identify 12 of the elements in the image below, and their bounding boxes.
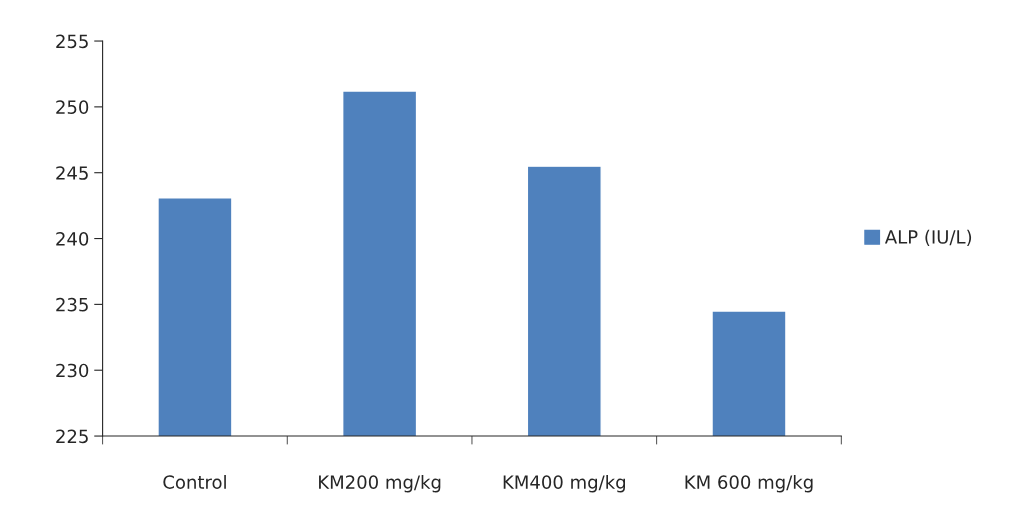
y-tick-label: 255 <box>56 34 88 49</box>
legend-label: ALP (IU/L) <box>884 229 972 246</box>
y-tick-label: 225 <box>56 429 88 444</box>
y-tick-label: 245 <box>56 166 88 180</box>
x-tick-label: Control <box>163 474 226 489</box>
y-tick-label: 240 <box>56 232 89 246</box>
x-tick-label: KM400 mg/kg <box>503 474 625 493</box>
y-tick-label: 235 <box>56 297 88 312</box>
y-tick-label: 250 <box>56 100 89 114</box>
y-tick-label: 230 <box>56 363 89 378</box>
x-tick-label: KM200 mg/kg <box>319 474 441 493</box>
x-tick-label: KM 600 mg/kg <box>685 474 813 493</box>
